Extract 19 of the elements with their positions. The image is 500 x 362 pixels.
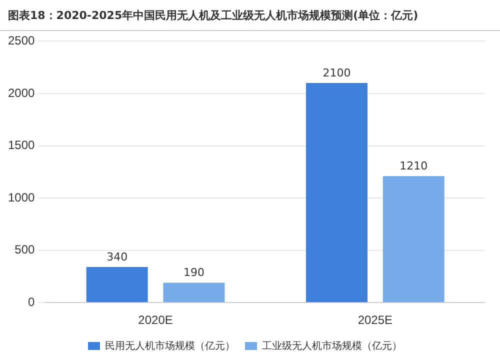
y-tick-label: 1500 bbox=[8, 138, 36, 152]
y-tick-label: 500 bbox=[14, 242, 36, 257]
data-label: 2100 bbox=[322, 66, 351, 80]
bar bbox=[306, 83, 368, 302]
y-tick-label: 2500 bbox=[8, 34, 36, 48]
y-tick-label: 2000 bbox=[8, 86, 36, 100]
x-tick-label: 2025E bbox=[358, 313, 393, 328]
y-tick-label: 1000 bbox=[8, 190, 36, 204]
data-label: 1210 bbox=[400, 159, 428, 172]
bar bbox=[86, 267, 148, 302]
chart-title: 图表18：2020-2025年中国民用无人机及工业级无人机市场规模预测(单位：亿元) bbox=[0, 0, 500, 31]
x-tick-label: 2020E bbox=[138, 313, 173, 328]
bar bbox=[382, 176, 444, 302]
y-tick-label: 0 bbox=[28, 294, 36, 309]
legend-label: 工业级无人机市场规模（亿元） bbox=[262, 340, 402, 352]
legend-label: 民用无人机市场规模（亿元） bbox=[105, 340, 235, 352]
bar bbox=[163, 282, 225, 302]
data-label: 340 bbox=[106, 250, 128, 264]
data-label: 190 bbox=[183, 266, 204, 280]
